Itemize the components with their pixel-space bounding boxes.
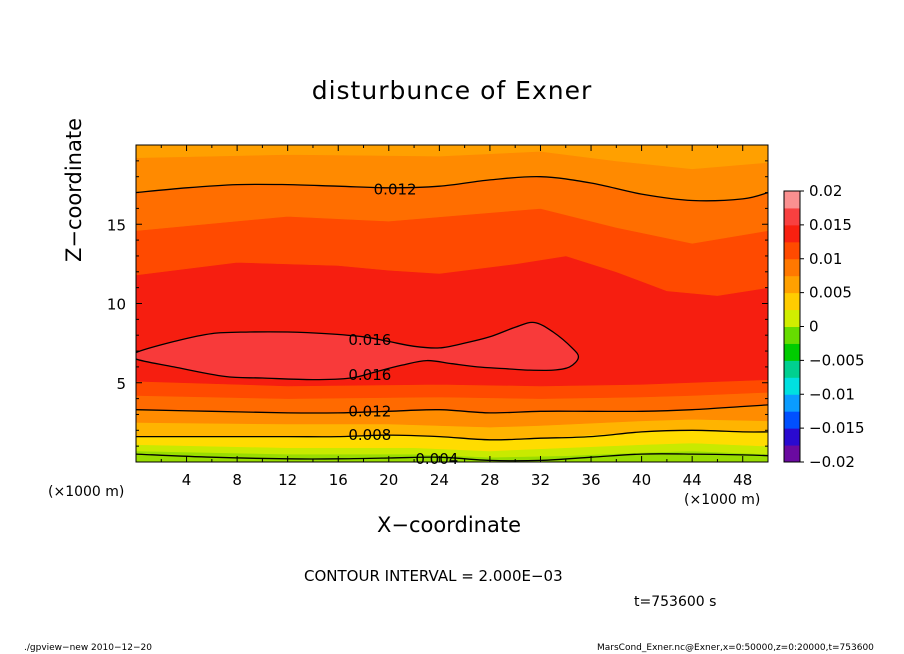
colorbar-swatch — [784, 275, 800, 294]
contour-labels: 0.012 0.016 0.016 0.012 0.008 0.004 — [348, 180, 458, 467]
colorbar-swatch — [784, 343, 800, 361]
colorbar-swatch — [784, 241, 800, 260]
colorbar-label: 0.005 — [809, 284, 852, 302]
x-tick-label: 12 — [278, 471, 297, 489]
contour-label: 0.016 — [348, 366, 391, 384]
contour-label: 0.004 — [415, 450, 458, 468]
contour-line — [136, 175, 768, 202]
colorbar-swatch — [784, 207, 800, 226]
x-unit-label-left: (×1000 m) — [48, 484, 125, 500]
colorbar-label: −0.02 — [809, 453, 855, 471]
colorbar-swatch — [784, 360, 800, 378]
contour-label: 0.012 — [348, 402, 391, 420]
colorbar-swatch — [784, 428, 800, 446]
x-axis-ticks: 4 8 12 16 20 24 28 32 36 40 44 48 — [160, 145, 752, 489]
colorbar-label: 0 — [809, 318, 819, 336]
contour-line — [136, 404, 768, 414]
x-tick-label: 40 — [632, 471, 651, 489]
colorbar-swatch — [784, 224, 800, 243]
x-axis-label: X−coordinate — [377, 513, 521, 537]
contour-band — [136, 145, 768, 170]
time-stamp: t=753600 s — [634, 594, 717, 610]
y-tick-label: 5 — [116, 375, 126, 393]
colorbar-swatch — [784, 445, 800, 463]
x-tick-label: 16 — [329, 471, 348, 489]
colorbar-label: 0.02 — [809, 182, 842, 200]
x-tick-label: 4 — [182, 471, 192, 489]
colorbar-label: −0.01 — [809, 385, 855, 403]
colorbar-label: 0.015 — [809, 216, 852, 234]
colorbar: 0.02 0.015 0.01 0.005 0 −0.005 −0.01 −0.015 −0.0… — [783, 182, 865, 471]
colorbar-swatch — [784, 411, 800, 429]
contour-line — [136, 321, 580, 381]
colorbar-swatch — [784, 377, 800, 395]
y-tick-label: 10 — [107, 296, 126, 314]
x-tick-label: 28 — [480, 471, 499, 489]
x-unit-label-right: (×1000 m) — [684, 492, 761, 508]
contour-label: 0.016 — [348, 331, 391, 349]
contour-line — [136, 429, 768, 441]
x-tick-label: 8 — [232, 471, 242, 489]
x-tick-label: 20 — [379, 471, 398, 489]
x-tick-label: 36 — [581, 471, 600, 489]
footer-program-info: ./gpview−new 2010−12−20 — [24, 643, 152, 653]
x-tick-label: 44 — [683, 471, 702, 489]
colorbar-label: −0.015 — [809, 419, 865, 437]
colorbar-label: 0.01 — [809, 250, 842, 268]
y-axis-label: Z−coordinate — [62, 118, 86, 262]
colorbar-swatch — [784, 292, 800, 311]
footer-data-source: MarsCond_Exner.nc@Exner,x=0:50000,z=0:20… — [597, 643, 874, 653]
chart-title: disturbunce of Exner — [311, 76, 593, 105]
y-tick-label: 15 — [107, 216, 126, 234]
contour-label: 0.008 — [348, 426, 391, 444]
y-axis-ticks: 5 10 15 — [107, 160, 768, 447]
colorbar-swatch — [784, 394, 800, 412]
colorbar-swatch — [784, 191, 800, 209]
contour-label: 0.012 — [374, 180, 417, 198]
contour-interval-note: CONTOUR INTERVAL = 2.000E−03 — [304, 567, 563, 585]
colorbar-swatch — [784, 258, 800, 277]
x-tick-label: 48 — [733, 471, 752, 489]
colorbar-swatch — [784, 326, 800, 344]
x-tick-label: 32 — [531, 471, 550, 489]
colorbar-label: −0.005 — [809, 351, 865, 369]
x-tick-label: 24 — [430, 471, 449, 489]
colorbar-swatch — [784, 309, 800, 327]
filled-contour-bands — [136, 145, 768, 462]
